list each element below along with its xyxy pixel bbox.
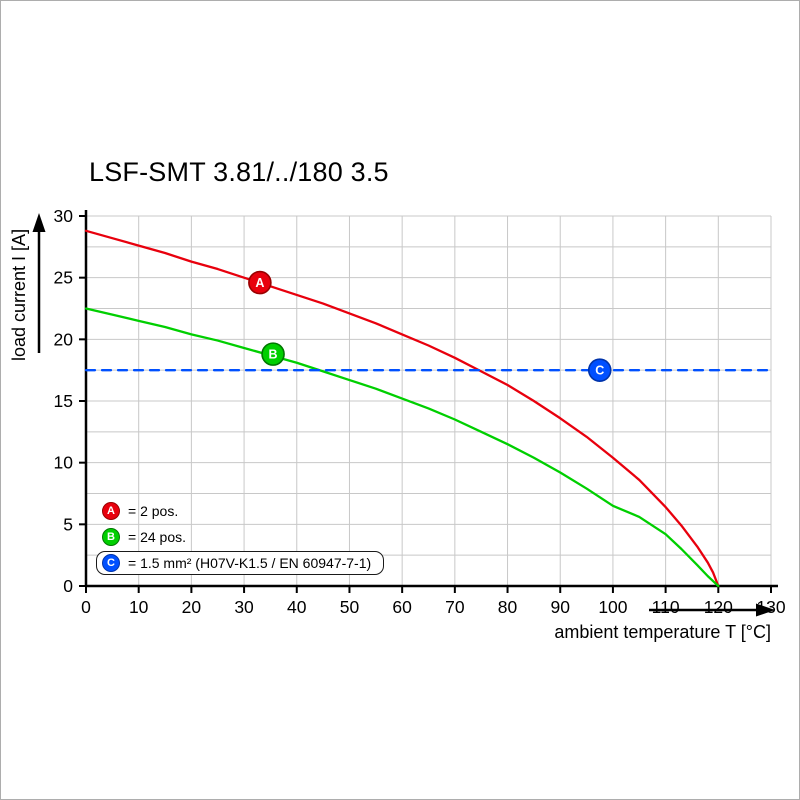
y-tick-label: 30 <box>54 206 74 226</box>
x-axis-label: ambient temperature T [°C] <box>554 622 771 642</box>
legend-label-b: = 24 pos. <box>128 529 186 545</box>
y-tick-label: 25 <box>54 268 73 288</box>
x-tick-label: 90 <box>550 597 570 617</box>
x-tick-label: 50 <box>340 597 360 617</box>
plot-area: 0 10 20 30 40 50 60 70 80 90 100 110 120 130 0 5 10 15 20 2… <box>54 206 786 617</box>
y-axis-arrow-icon <box>32 213 46 353</box>
x-tick-label: 100 <box>598 597 627 617</box>
legend-badge-c-icon: C <box>102 554 120 572</box>
series-A <box>84 229 720 588</box>
legend-item-c: C = 1.5 mm² (H07V-K1.5 / EN 60947-7-1) <box>96 551 385 575</box>
svg-text:A: A <box>255 276 264 290</box>
legend-label-c: = 1.5 mm² (H07V-K1.5 / EN 60947-7-1) <box>128 555 372 571</box>
y-tick-label: 0 <box>63 576 73 596</box>
y-tick-label: 5 <box>63 514 73 534</box>
y-tick-label: 15 <box>54 391 73 411</box>
legend-badge-a-icon: A <box>102 502 120 520</box>
x-tick-label: 130 <box>756 597 785 617</box>
chart-title: LSF-SMT 3.81/../180 3.5 <box>89 157 389 187</box>
x-tick-label: 70 <box>445 597 465 617</box>
x-tick-label: 110 <box>652 597 680 617</box>
x-tick-label: 80 <box>498 597 518 617</box>
legend-item-a: A = 2 pos. <box>96 499 178 523</box>
legend-badge-b-icon: B <box>102 528 120 546</box>
y-tick-label: 20 <box>54 329 74 349</box>
x-axis-arrow-icon <box>649 603 775 617</box>
legend-item-b: B = 24 pos. <box>96 525 186 549</box>
marker-A: A <box>248 270 272 295</box>
marker-C: C <box>587 358 612 382</box>
series-B <box>84 307 720 588</box>
x-tick-label: 20 <box>182 597 202 617</box>
x-tick-label: 30 <box>234 597 254 617</box>
marker-B: B <box>261 342 285 366</box>
svg-text:B: B <box>269 348 278 362</box>
legend-label-a: = 2 pos. <box>128 503 179 519</box>
x-tick-label: 60 <box>392 597 412 617</box>
y-tick-label: 10 <box>54 453 74 473</box>
x-tick-label: 40 <box>287 597 307 617</box>
x-tick-label: 10 <box>129 597 149 617</box>
chart-legend: A = 2 pos. B = 24 pos. C = 1.5 mm² (H07V-K1.5… <box>96 499 385 575</box>
x-tick-label: 0 <box>81 597 91 617</box>
svg-text:C: C <box>595 364 604 378</box>
x-tick-label: 120 <box>704 597 733 617</box>
